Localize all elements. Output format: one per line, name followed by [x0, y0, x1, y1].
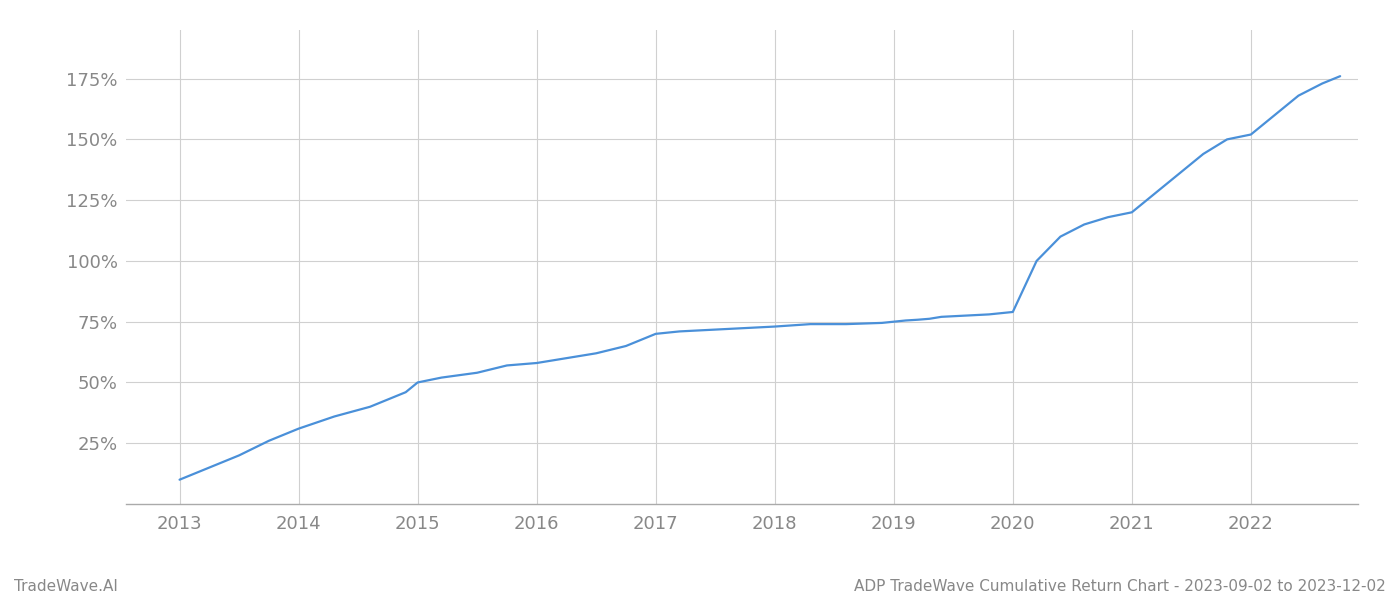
Text: TradeWave.AI: TradeWave.AI	[14, 579, 118, 594]
Text: ADP TradeWave Cumulative Return Chart - 2023-09-02 to 2023-12-02: ADP TradeWave Cumulative Return Chart - …	[854, 579, 1386, 594]
